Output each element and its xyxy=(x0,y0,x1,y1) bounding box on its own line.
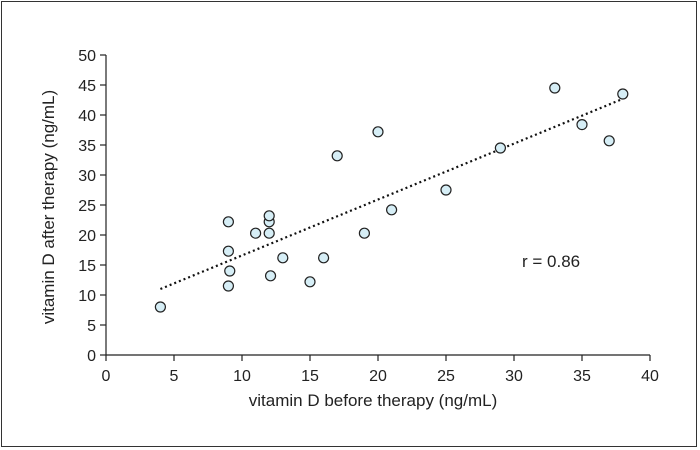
y-tick-label: 30 xyxy=(78,168,96,185)
y-tick-label: 25 xyxy=(78,198,96,215)
x-tick-label: 30 xyxy=(505,368,523,385)
data-point xyxy=(263,210,275,222)
data-point xyxy=(386,204,398,216)
x-tick-label: 25 xyxy=(437,368,455,385)
data-point xyxy=(154,301,166,313)
data-point xyxy=(250,227,262,239)
y-tick-label: 5 xyxy=(87,318,96,335)
data-point xyxy=(222,216,234,228)
data-point xyxy=(264,270,277,282)
correlation-annotation: r = 0.86 xyxy=(522,252,580,271)
y-axis-label: vitamin D after therapy (ng/mL) xyxy=(39,90,58,324)
data-point xyxy=(440,184,452,196)
y-tick-label: 15 xyxy=(78,258,96,275)
y-tick-label: 40 xyxy=(78,108,96,125)
data-point xyxy=(222,280,234,292)
data-point xyxy=(222,245,234,257)
data-point xyxy=(576,118,588,131)
y-tick-label: 10 xyxy=(78,288,96,305)
x-tick-label: 35 xyxy=(573,368,591,385)
data-point xyxy=(304,276,316,288)
data-point xyxy=(617,88,629,100)
data-point xyxy=(277,252,289,264)
data-point xyxy=(358,227,370,239)
data-point xyxy=(603,135,615,147)
data-point xyxy=(372,126,384,138)
x-tick-label: 40 xyxy=(641,368,659,385)
x-tick-label: 0 xyxy=(102,368,111,385)
y-tick-label: 50 xyxy=(78,48,96,65)
y-tick-label: 45 xyxy=(78,78,96,95)
x-tick-label: 5 xyxy=(170,368,179,385)
y-tick-label: 20 xyxy=(78,228,96,245)
x-axis-label: vitamin D before therapy (ng/mL) xyxy=(249,391,498,410)
data-point xyxy=(494,142,506,154)
data-points xyxy=(154,82,629,313)
data-point xyxy=(318,252,330,264)
axes xyxy=(100,54,651,361)
x-tick-label: 20 xyxy=(369,368,387,385)
tick-labels: 0 5 10 15 20 25 30 35 40 0 5 10 15 20 25 30 35 40 45 50 xyxy=(78,48,659,385)
y-tick-label: 35 xyxy=(78,138,96,155)
data-point xyxy=(263,227,275,239)
data-point xyxy=(331,150,343,162)
data-point xyxy=(549,82,561,94)
x-tick-label: 10 xyxy=(233,368,251,385)
y-tick-label: 0 xyxy=(87,348,96,365)
data-point xyxy=(224,265,236,277)
x-tick-label: 15 xyxy=(301,368,319,385)
